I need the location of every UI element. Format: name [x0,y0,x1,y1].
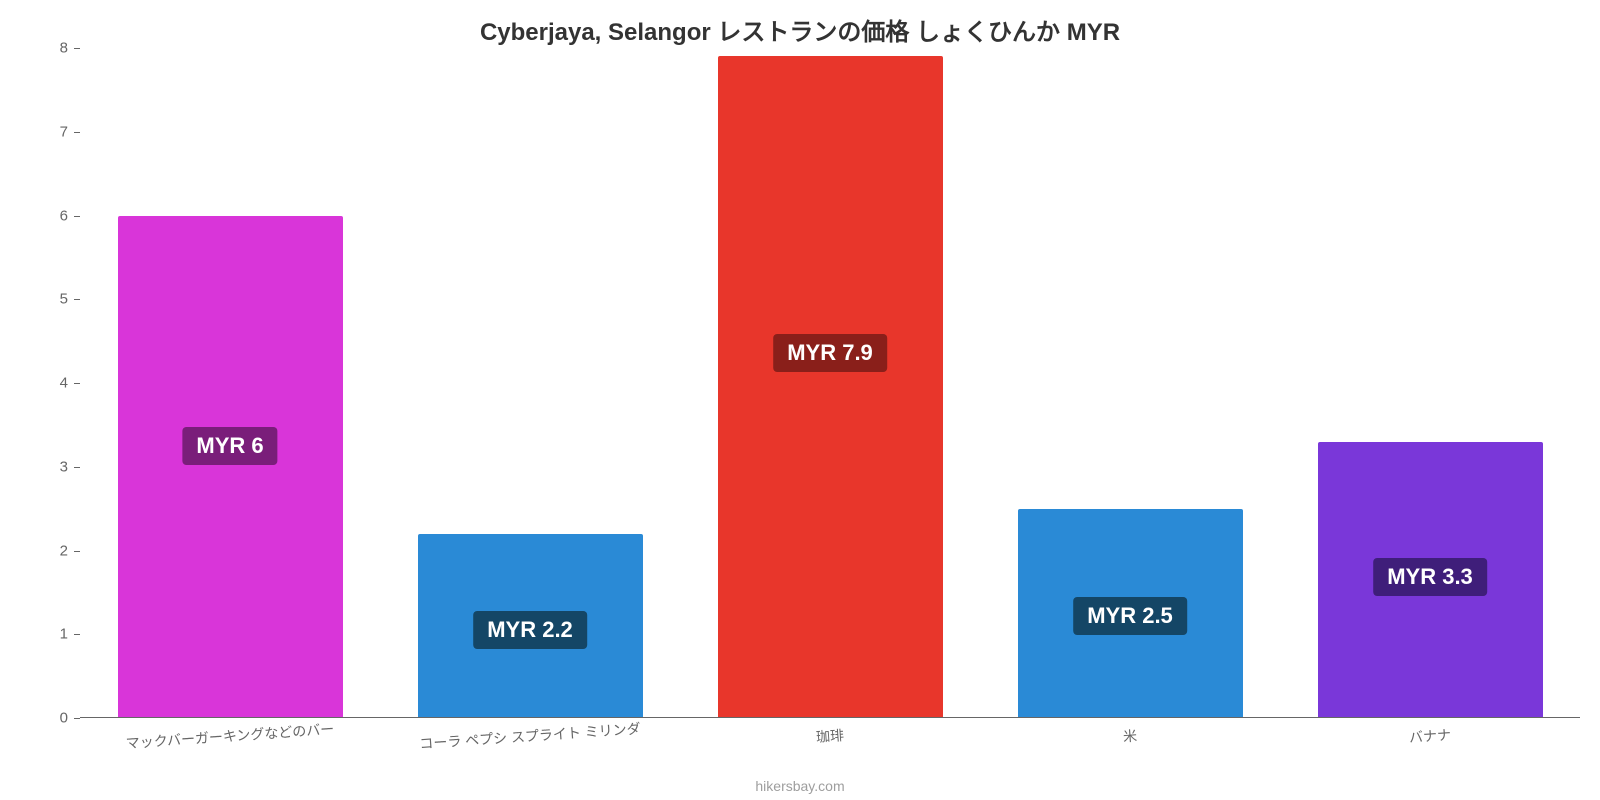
y-tick-label: 3 [60,458,68,475]
bar-value-label: MYR 6 [182,427,277,465]
y-tick-mark [74,718,80,719]
chart-container: Cyberjaya, Selangor レストランの価格 しょくひんか MYR … [0,0,1600,800]
y-tick-label: 7 [60,123,68,140]
x-axis-label: マックバーガーキングなどのバー [125,719,335,754]
chart-title: Cyberjaya, Selangor レストランの価格 しょくひんか MYR [0,0,1600,55]
y-tick-label: 1 [60,626,68,643]
x-label-slot: 米 [980,720,1280,770]
bar-slot: MYR 2.2 [380,48,680,718]
bars-row: MYR 6 MYR 2.2 MYR 7.9 MYR 2.5 MYR 3.3 [80,48,1580,718]
x-axis-label: コーラ ペプシ スプライト ミリンダ [419,718,642,753]
y-tick-label: 6 [60,207,68,224]
bar: MYR 3.3 [1318,442,1543,718]
x-axis-label: バナナ [1408,725,1451,748]
y-axis: 012345678 [0,48,80,718]
x-axis-label: 珈琲 [815,725,844,747]
bar-slot: MYR 3.3 [1280,48,1580,718]
bar-value-label: MYR 3.3 [1373,558,1487,596]
y-tick-label: 5 [60,291,68,308]
y-tick-label: 8 [60,40,68,57]
x-label-slot: バナナ [1280,720,1580,770]
bar-slot: MYR 2.5 [980,48,1280,718]
bar: MYR 7.9 [718,56,943,718]
y-tick-label: 0 [60,710,68,727]
y-tick-label: 2 [60,542,68,559]
y-tick-label: 4 [60,375,68,392]
bar-slot: MYR 7.9 [680,48,980,718]
bar: MYR 2.5 [1018,509,1243,718]
bar-value-label: MYR 7.9 [773,334,887,372]
x-label-slot: マックバーガーキングなどのバー [80,720,380,770]
plot-area: MYR 6 MYR 2.2 MYR 7.9 MYR 2.5 MYR 3.3 [80,48,1580,718]
x-labels-row: マックバーガーキングなどのバー コーラ ペプシ スプライト ミリンダ 珈琲 米 バナナ [80,720,1580,770]
x-axis-line [80,717,1580,718]
attribution-text: hikersbay.com [755,778,844,794]
bar: MYR 6 [118,216,343,719]
bar-value-label: MYR 2.2 [473,611,587,649]
x-label-slot: コーラ ペプシ スプライト ミリンダ [380,720,680,770]
x-axis-label: 米 [1122,726,1137,747]
bar-slot: MYR 6 [80,48,380,718]
bar-value-label: MYR 2.5 [1073,597,1187,635]
bar: MYR 2.2 [418,534,643,718]
x-label-slot: 珈琲 [680,720,980,770]
